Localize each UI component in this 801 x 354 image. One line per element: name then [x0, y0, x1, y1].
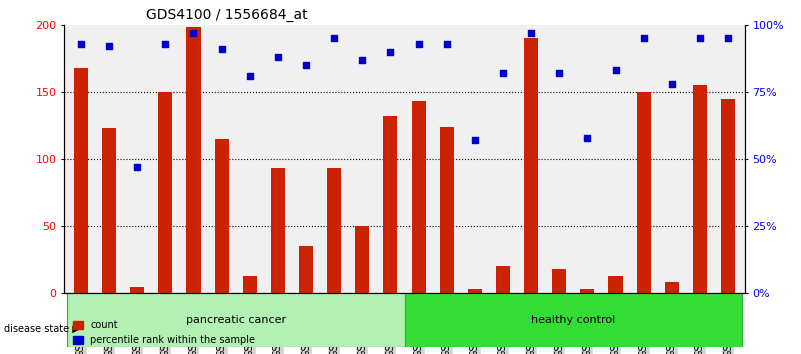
Bar	[102, 128, 116, 293]
Bar	[299, 246, 313, 293]
FancyBboxPatch shape	[405, 293, 742, 347]
Point	[272, 54, 284, 60]
Text: pancreatic cancer: pancreatic cancer	[186, 315, 286, 325]
Point	[187, 30, 200, 36]
Bar	[581, 289, 594, 293]
Point	[356, 57, 368, 63]
Text: disease state ▶: disease state ▶	[4, 324, 80, 334]
Point	[103, 44, 115, 49]
Point	[609, 68, 622, 73]
Bar	[356, 226, 369, 293]
Point	[581, 135, 594, 140]
Bar	[609, 276, 622, 293]
Point	[413, 41, 425, 46]
Point	[497, 70, 509, 76]
Bar	[496, 266, 510, 293]
Point	[244, 73, 256, 79]
Bar	[440, 127, 453, 293]
Text: GDS4100 / 1556684_at: GDS4100 / 1556684_at	[146, 8, 308, 22]
Bar	[271, 169, 285, 293]
Legend: count, percentile rank within the sample: count, percentile rank within the sample	[69, 316, 260, 349]
Bar	[637, 92, 650, 293]
Bar	[131, 286, 144, 293]
Point	[694, 35, 706, 41]
Point	[441, 41, 453, 46]
Point	[300, 62, 312, 68]
Point	[328, 35, 340, 41]
Bar	[159, 92, 172, 293]
Point	[74, 41, 87, 46]
Point	[131, 164, 143, 170]
Bar	[665, 282, 678, 293]
Bar	[187, 28, 200, 293]
Point	[159, 41, 171, 46]
Bar	[693, 85, 707, 293]
Point	[553, 70, 566, 76]
Bar	[74, 68, 88, 293]
Bar	[468, 289, 482, 293]
Point	[666, 81, 678, 87]
Point	[722, 35, 735, 41]
Bar	[412, 101, 425, 293]
Bar	[384, 116, 397, 293]
Point	[215, 46, 228, 52]
Point	[469, 137, 481, 143]
FancyBboxPatch shape	[67, 293, 405, 347]
Point	[525, 30, 537, 36]
Point	[638, 35, 650, 41]
Bar	[327, 169, 341, 293]
Bar	[552, 269, 566, 293]
Bar	[721, 99, 735, 293]
Point	[384, 49, 396, 55]
Text: healthy control: healthy control	[531, 315, 615, 325]
Bar	[243, 276, 257, 293]
Bar	[524, 38, 538, 293]
Bar	[215, 139, 228, 293]
